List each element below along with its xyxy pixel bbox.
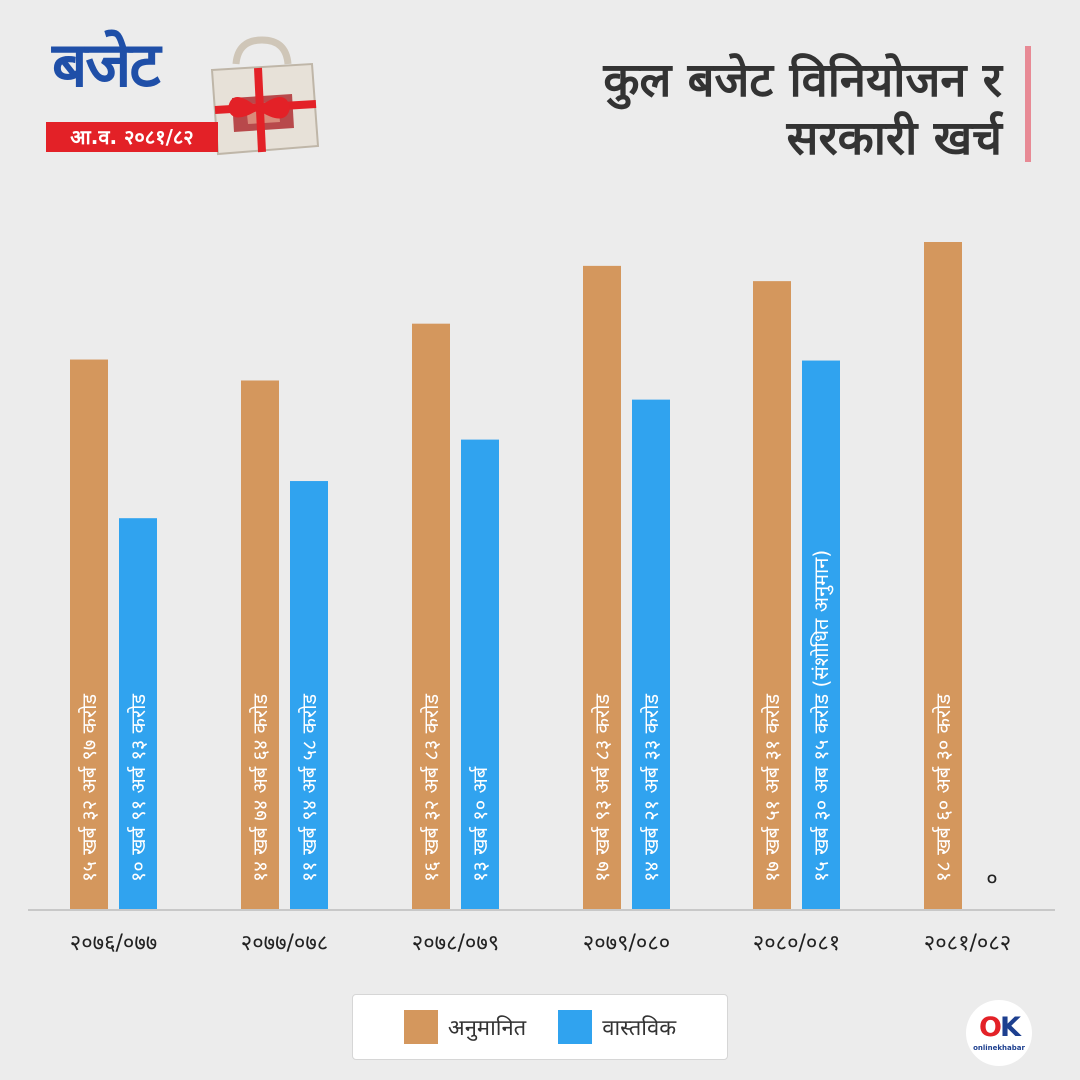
budget-logo-word: बजेट [52, 28, 161, 101]
x-tick-label: २०७९/०८० [583, 931, 671, 956]
legend-item-actual: वास्तविक [558, 1010, 676, 1044]
onlinekhabar-logo: OK onlinekhabar [966, 1000, 1032, 1066]
bar-actual [119, 518, 157, 910]
legend-label-estimated: अनुमानित [447, 1016, 527, 1041]
bar-estimated [241, 380, 279, 910]
data-label-actual: १३ खर्ब १० अर्ब [468, 766, 492, 882]
data-label-actual: १४ खर्ब २१ अर्ब ३३ करोड [639, 694, 663, 882]
x-tick-label: २०७६/०७७ [70, 931, 158, 956]
title-accent-bar [1025, 46, 1031, 162]
fiscal-year-ribbon: आ.व. २०८१/८२ [46, 122, 218, 152]
legend-swatch-actual [558, 1010, 593, 1044]
bar-actual [632, 399, 670, 910]
logo-letter-o: O [979, 1012, 1002, 1043]
bar-estimated [753, 281, 791, 910]
bar-estimated [583, 265, 621, 910]
data-label-estimated: १७ खर्ब ५१ अर्ब ३१ करोड [760, 694, 784, 882]
page-title-line-2: सरकारी खर्च [786, 111, 1002, 166]
page-title-line-1: कुल बजेट विनियोजन र [603, 53, 1002, 108]
bar-estimated [412, 323, 450, 910]
data-label-actual: १० खर्ब ९१ अर्ब १३ करोड [126, 694, 150, 882]
data-label-estimated: १६ खर्ब ३२ अर्ब ८३ करोड [419, 694, 443, 882]
x-tick-label: २०८०/०८१ [753, 931, 841, 956]
legend-label-actual: वास्तविक [602, 1016, 677, 1041]
bar-actual [802, 360, 840, 910]
legend-item-estimated: अनुमानित [403, 1010, 527, 1044]
data-label-estimated: १५ खर्ब ३२ अर्ब ९७ करोड [77, 694, 101, 882]
logo-letter-k: K [1000, 1012, 1021, 1043]
budget-logo: बजेट आ.व. २०८१/८२ [40, 30, 340, 170]
page-title: कुल बजेट विनियोजन र सरकारी खर्च [482, 52, 1002, 168]
bar-estimated [924, 242, 962, 910]
bar-actual [290, 481, 328, 910]
data-label-estimated: १७ खर्ब ९३ अर्ब ८३ करोड [590, 694, 614, 882]
data-label-zero: ० [986, 867, 997, 892]
data-label-actual: ११ खर्ब ९४ अर्ब ५८ करोड [297, 694, 321, 882]
x-tick-label: २०७८/०७९ [412, 931, 500, 956]
data-label-estimated: १४ खर्ब ७४ अर्ब ६४ करोड [248, 694, 272, 882]
data-label-estimated: १८ खर्ब ६० अर्ब ३० करोड [931, 694, 955, 882]
bar-actual [461, 439, 499, 910]
chart-legend: अनुमानित वास्तविक [352, 994, 728, 1060]
bar-estimated [70, 359, 108, 910]
x-tick-label: २०७७/०७८ [241, 931, 329, 956]
onlinekhabar-wordmark: onlinekhabar [973, 1044, 1025, 1052]
onlinekhabar-mark: OK [966, 1012, 1032, 1043]
legend-swatch-estimated [403, 1010, 438, 1044]
briefcase-icon [210, 36, 320, 156]
x-tick-label: २०८१/०८२ [924, 931, 1012, 956]
data-label-actual: १५ खर्ब ३० अब १५ करोड (संशोधित अनुमान) [809, 550, 834, 882]
